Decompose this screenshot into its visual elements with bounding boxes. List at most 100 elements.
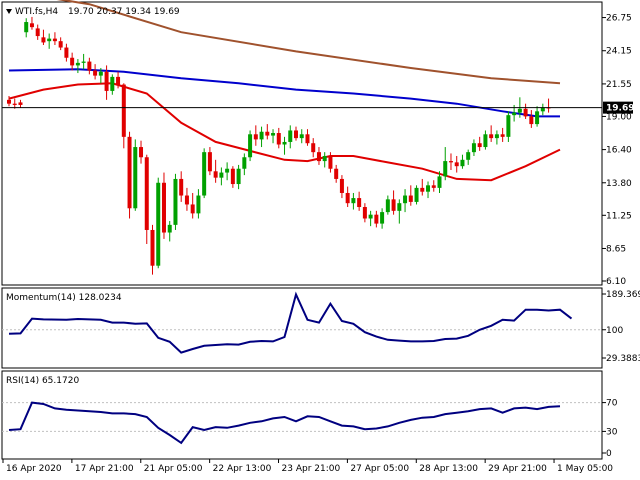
candle (144, 154, 149, 245)
indicator-tick-label: 100 (606, 326, 623, 336)
candle (150, 224, 155, 275)
price-panel: 26.75 24.15 21.55 19.00 16.40 13.80 11.25 8.65 6… (1, 0, 634, 287)
ohlc-label: 19.70 20.37 19.34 19.69 (68, 7, 180, 17)
candle (351, 192, 356, 210)
symbol-label: WTI.fs,H4 (15, 7, 58, 17)
candle (41, 29, 46, 45)
price-tick-label: 16.40 (606, 146, 632, 156)
candle (156, 177, 161, 269)
candle (328, 152, 333, 173)
momentum-label: Momentum(14) 128.0234 (6, 293, 122, 303)
candle (305, 129, 310, 146)
candle (213, 159, 218, 183)
candle (161, 172, 166, 239)
candle (431, 180, 436, 192)
price-tick-label: 6.10 (606, 277, 626, 287)
candle (311, 138, 316, 158)
indicator-tick-label: 70 (606, 399, 618, 409)
candle (236, 164, 241, 190)
candle (98, 67, 103, 84)
price-tick-label: 21.55 (606, 80, 632, 90)
candle (12, 98, 17, 109)
time-axis: 16 Apr 2020 17 Apr 21:00 21 Apr 05:00 22 Ap… (2, 459, 613, 474)
candle (339, 175, 344, 199)
candle (81, 53, 86, 70)
candle (230, 166, 235, 188)
candle (374, 210, 379, 228)
candle (334, 164, 339, 183)
candle (500, 127, 505, 142)
candle (207, 147, 212, 176)
time-tick-label: 21 Apr 05:00 (144, 464, 203, 474)
time-tick-label: 28 Apr 13:00 (419, 464, 478, 474)
price-tick-label: 24.15 (606, 47, 632, 57)
candle (540, 103, 545, 116)
time-tick-label: 1 May 05:00 (557, 464, 613, 474)
candle (357, 191, 362, 211)
candle (179, 171, 184, 202)
candle (529, 110, 534, 128)
time-tick-label: 23 Apr 21:00 (282, 464, 341, 474)
candle (70, 52, 75, 71)
candle (448, 153, 453, 171)
candle (437, 171, 442, 193)
time-tick-label: 16 Apr 2020 (6, 464, 62, 474)
momentum-panel: 189.3693 100 29.3883 Momentum(14) 128.0234 (1, 287, 640, 369)
candle (35, 24, 40, 40)
indicator-tick-label: 29.3883 (606, 354, 640, 364)
current-price-box (603, 101, 633, 114)
candle (225, 162, 230, 181)
candle (397, 199, 402, 224)
candle (259, 126, 264, 148)
rsi-label: RSI(14) 65.1720 (6, 376, 79, 386)
candle (414, 185, 419, 205)
price-tick-label: 11.25 (606, 211, 632, 221)
price-panel-frame (1, 1, 603, 286)
rsi-panel-frame (1, 370, 603, 460)
candle (202, 148, 207, 199)
rsi-line (8, 401, 561, 445)
candle (87, 57, 92, 75)
candle (18, 99, 23, 108)
candle (58, 37, 63, 51)
candle (489, 125, 494, 142)
candle (403, 189, 408, 213)
candle (345, 186, 350, 208)
candle (121, 83, 126, 149)
candle (471, 139, 476, 156)
momentum-line (8, 291, 573, 354)
current-price-label: 19.69 (606, 104, 634, 114)
time-tick-label: 27 Apr 05:00 (350, 464, 409, 474)
candle (173, 173, 178, 230)
candle (47, 33, 52, 49)
chevron-down-icon[interactable] (6, 9, 12, 14)
candle (408, 185, 413, 206)
indicator-tick-label: 30 (606, 427, 618, 437)
candle (420, 178, 425, 196)
candle (460, 154, 465, 169)
candle (385, 195, 390, 215)
candle (93, 64, 98, 80)
candle (506, 111, 511, 142)
candle (288, 125, 293, 149)
candle (52, 32, 57, 45)
time-tick-label: 29 Apr 21:00 (488, 464, 547, 474)
candle (7, 96, 11, 107)
candle (29, 16, 34, 30)
time-tick-label: 17 Apr 21:00 (75, 464, 134, 474)
candle (104, 65, 109, 100)
candle (426, 181, 431, 199)
candle (116, 71, 121, 89)
momentum-panel-frame (1, 287, 603, 369)
rsi-panel: 70 30 0 RSI(14) 65.1720 (1, 370, 618, 460)
candle (167, 221, 172, 242)
candle (110, 74, 115, 95)
candle (190, 192, 195, 219)
price-tick-label: 26.75 (606, 14, 632, 24)
candle (64, 43, 69, 62)
candle (299, 129, 304, 144)
candle (380, 208, 385, 229)
candle (265, 124, 270, 140)
price-tick-label: 19.00 (606, 112, 632, 122)
candle (483, 130, 488, 150)
